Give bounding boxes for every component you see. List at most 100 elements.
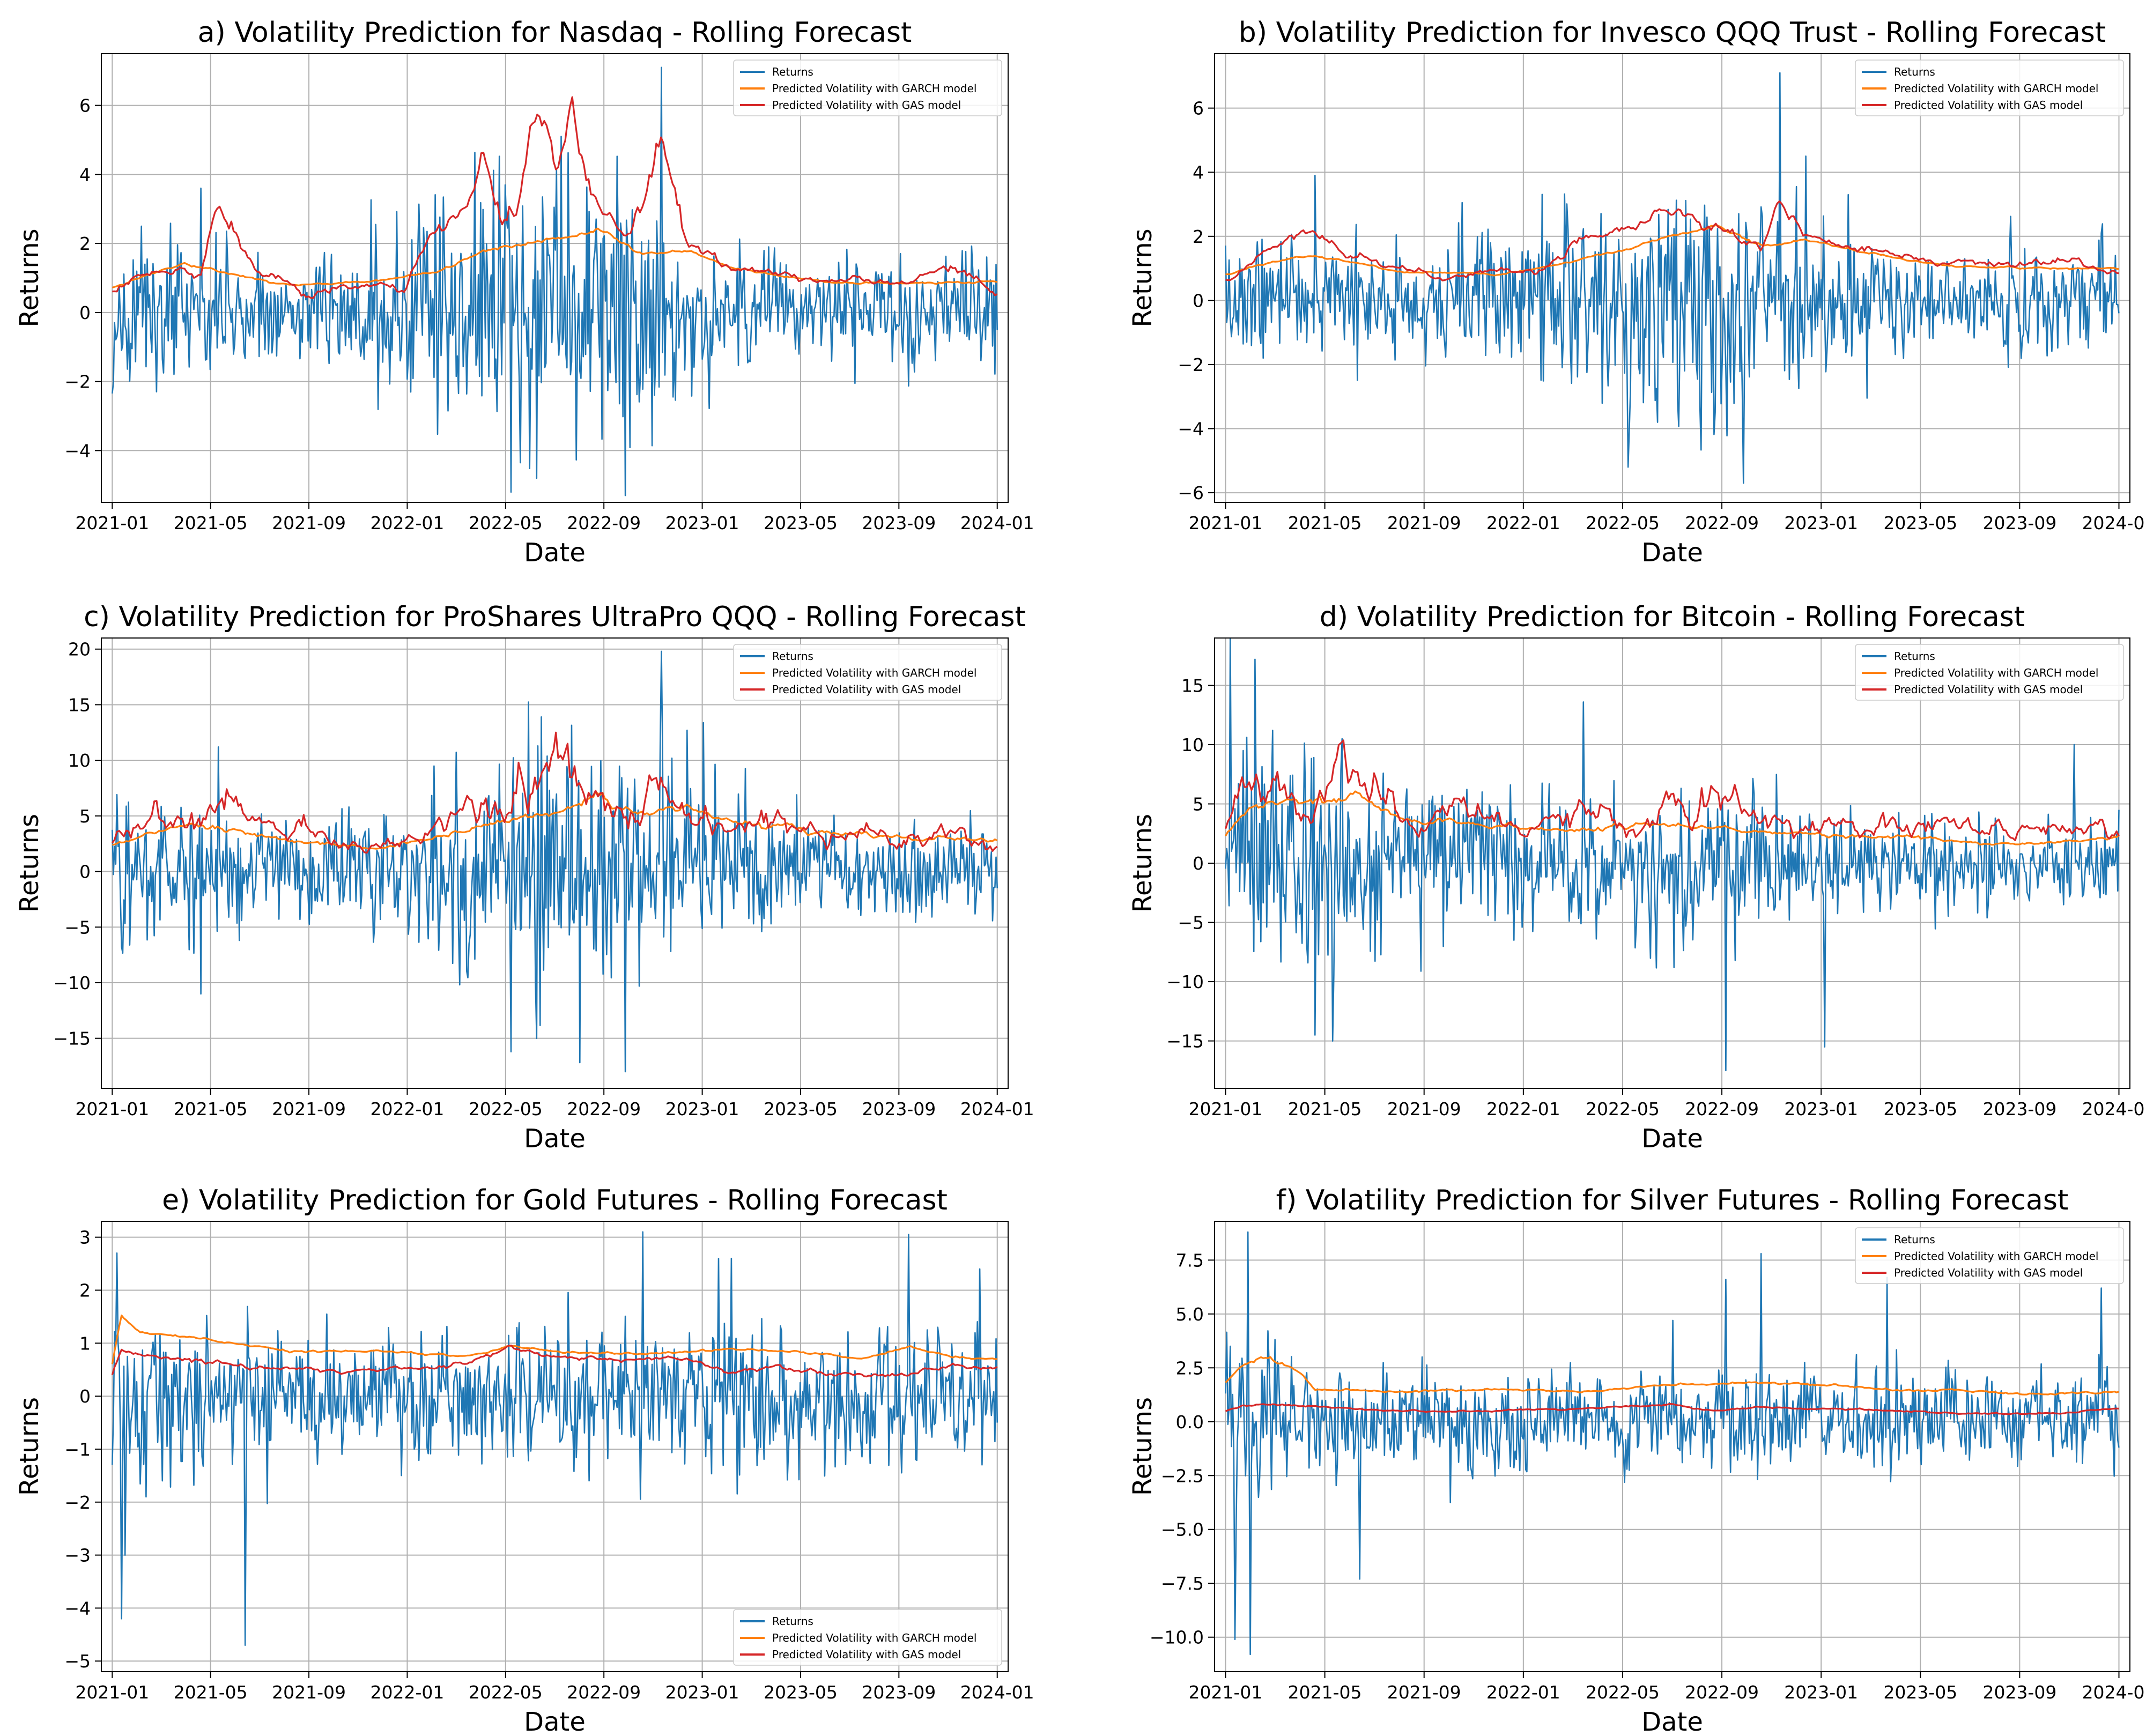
y-tick-label: −4 [64,1598,91,1619]
chart-b: b) Volatility Prediction for Invesco QQQ… [1128,17,2146,568]
series-line-gas [111,1345,998,1378]
series-group [1225,1231,2120,1656]
x-tick-label: 2021-05 [174,1099,248,1119]
y-tick-label: 7.5 [1176,1250,1204,1271]
x-tick-label: 2021-09 [1387,1682,1461,1703]
x-tick-label: 2021-01 [75,1099,149,1119]
y-tick-label: −2 [64,372,91,392]
legend: Returns Predicted Volatility with GARCH m… [733,60,1002,116]
x-tick-label: 2021-01 [75,513,149,533]
y-tick-label: −10 [1166,971,1204,992]
chart-c: c) Volatility Prediction for ProShares U… [14,601,1034,1154]
chart-title: e) Volatility Prediction for Gold Future… [162,1184,948,1216]
legend-box [733,60,1002,116]
x-tick-label: 2022-09 [1685,513,1759,533]
legend-label: Predicted Volatility with GARCH model [1894,1250,2098,1263]
x-tick-label: 2021-09 [1387,1099,1461,1119]
x-tick-label: 2023-09 [1982,513,2056,533]
y-tick-label: −3 [64,1545,91,1566]
x-tick-label: 2023-01 [665,1099,739,1119]
x-tick-label: 2021-09 [272,513,346,533]
plot-frame [101,637,1009,1089]
x-tick-label: 2024-01 [960,1099,1034,1119]
series-line-garch [1225,1356,2119,1396]
x-tick-label: 2022-01 [1486,1099,1560,1119]
x-tick-label: 2023-01 [1784,1682,1858,1703]
series-line-returns [1225,638,2120,1072]
x-tick-label: 2021-05 [1288,1682,1362,1703]
legend-label: Predicted Volatility with GAS model [772,99,961,112]
y-tick-label: −1 [64,1439,91,1460]
legend-label: Predicted Volatility with GAS model [1894,683,2083,696]
chart-title: c) Volatility Prediction for ProShares U… [84,601,1026,633]
y-tick-label: −7.5 [1161,1573,1204,1594]
x-tick-label: 2023-09 [862,1099,936,1119]
y-tick-label: 5 [1193,793,1204,814]
y-tick-label: 0 [1193,853,1204,874]
series-group [111,650,998,1073]
legend-box [733,1609,1002,1666]
y-tick-label: −10.0 [1150,1627,1204,1648]
x-tick-label: 2024-01 [960,1682,1034,1703]
y-axis-label: Returns [1128,228,1158,327]
plot-frame [101,1221,1009,1672]
y-tick-label: 3 [79,1227,91,1248]
x-axis-label: Date [524,1707,586,1736]
series-line-gas [111,731,998,854]
series-line-garch [111,1314,997,1364]
y-tick-label: −2.5 [1161,1465,1204,1486]
series-line-garch [112,227,998,289]
y-tick-label: −15 [53,1028,91,1049]
chart-title: f) Volatility Prediction for Silver Futu… [1276,1184,2069,1216]
series-line-returns [1225,1231,2120,1656]
legend-label: Predicted Volatility with GARCH model [772,666,976,679]
legend-label: Returns [1894,65,1935,78]
x-tick-label: 2022-01 [1486,513,1560,533]
plot-frame [1214,53,2130,503]
legend-label: Predicted Volatility with GAS model [772,683,961,696]
x-tick-label: 2023-01 [665,513,739,533]
x-tick-label: 2023-05 [1883,1099,1957,1119]
y-tick-label: 10 [1181,735,1204,755]
x-tick-label: 2022-09 [567,1099,641,1119]
x-tick-label: 2021-05 [174,513,248,533]
y-tick-label: −6 [1178,483,1204,503]
legend-label: Predicted Volatility with GAS model [1894,99,2083,112]
y-tick-label: 4 [1193,162,1204,183]
y-tick-label: 10 [68,750,91,771]
x-tick-label: 2022-09 [1685,1099,1759,1119]
x-tick-label: 2022-01 [370,1682,444,1703]
x-tick-label: 2023-01 [1784,513,1858,533]
y-tick-label: −15 [1166,1031,1204,1052]
legend-label: Returns [772,650,813,663]
x-tick-label: 2023-09 [862,513,936,533]
y-tick-label: −5 [64,1651,91,1672]
series-line-gas [1225,1403,2119,1415]
y-tick-label: 1 [79,1333,91,1354]
x-tick-label: 2022-01 [370,513,444,533]
x-axis-label: Date [1641,1124,1703,1154]
x-tick-label: 2023-01 [1784,1099,1858,1119]
y-tick-label: 2 [1193,226,1204,247]
plot-frame [1214,1221,2130,1672]
plot-frame [101,53,1009,503]
x-tick-label: 2021-05 [1288,513,1362,533]
y-axis-label: Returns [1128,1397,1158,1496]
y-axis-label: Returns [14,814,45,912]
x-tick-label: 2023-09 [1982,1099,2056,1119]
y-tick-label: 0 [79,302,91,323]
y-axis-label: Returns [14,1397,45,1496]
x-tick-label: 2022-05 [1586,513,1660,533]
legend-label: Predicted Volatility with GAS model [772,1648,961,1661]
series-line-returns [1225,72,2120,484]
legend: Returns Predicted Volatility with GARCH m… [1855,1227,2124,1284]
x-tick-label: 2024-01 [2082,513,2146,533]
y-tick-label: 0 [1193,290,1204,311]
chart-title: a) Volatility Prediction for Nasdaq - Ro… [198,17,912,49]
x-tick-label: 2021-05 [1288,1099,1362,1119]
x-tick-label: 2022-05 [469,1682,543,1703]
y-tick-label: −5 [64,917,91,938]
y-tick-label: 4 [79,164,91,185]
y-tick-label: 15 [1181,675,1204,696]
x-tick-label: 2022-05 [469,1099,543,1119]
